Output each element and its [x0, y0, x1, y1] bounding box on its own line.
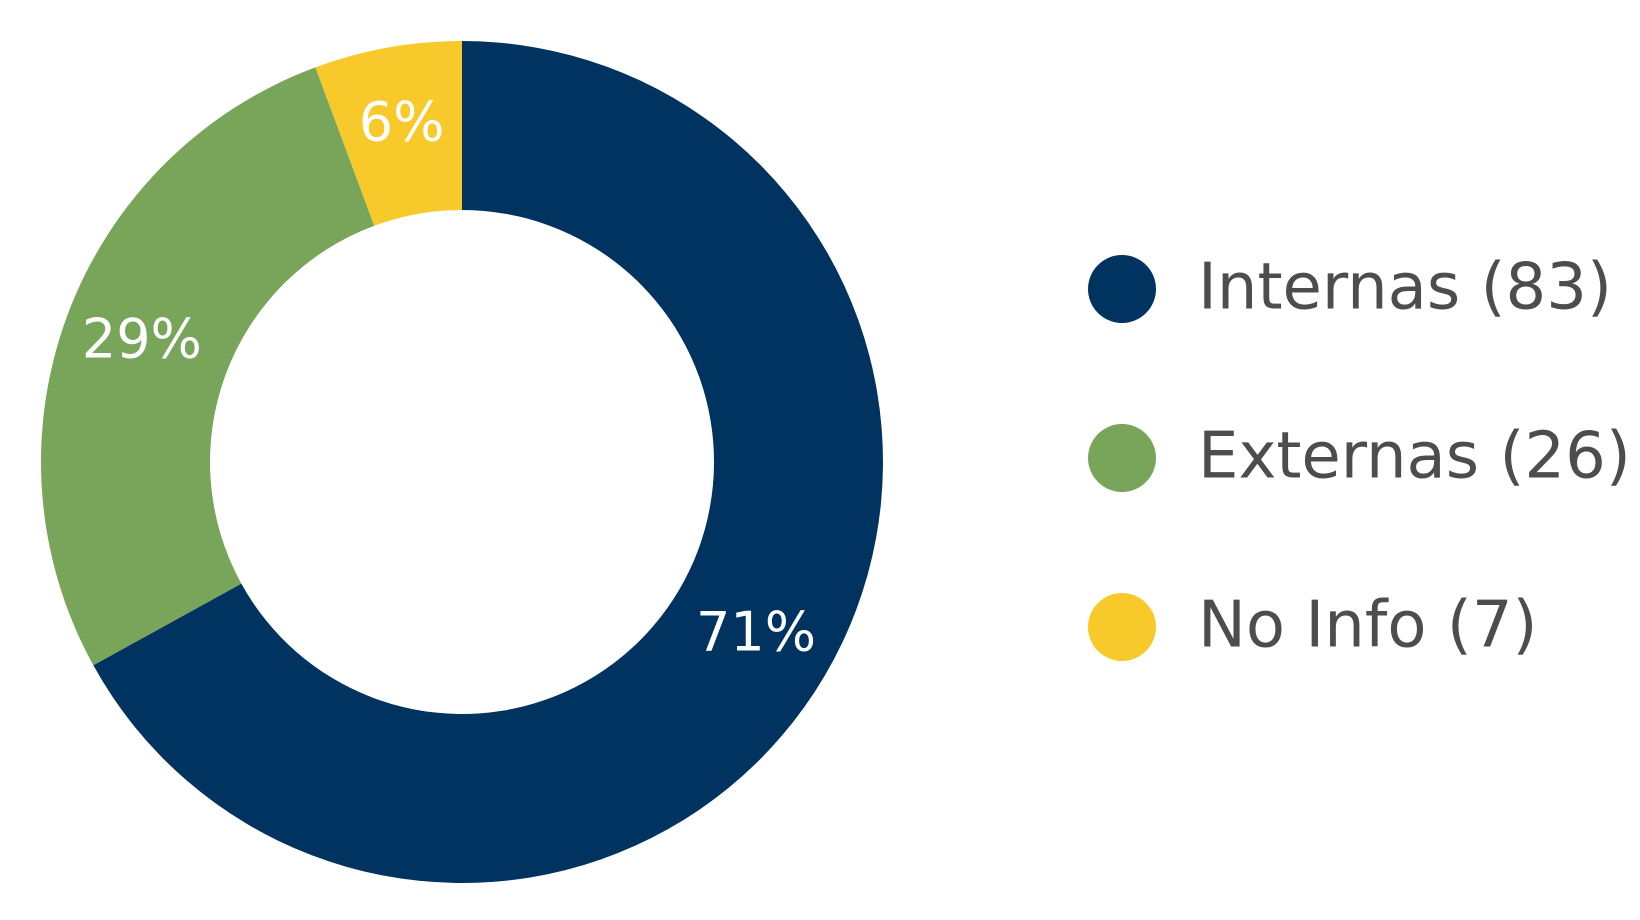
slice-label: 6% [359, 91, 445, 154]
legend-label: Externas (26) [1198, 420, 1631, 494]
slice-label: 71% [696, 600, 816, 663]
legend-marker [1088, 593, 1156, 661]
donut-slice [93, 41, 883, 883]
legend-label: No Info (7) [1198, 589, 1538, 663]
donut-slice [41, 67, 375, 666]
legend-marker [1088, 424, 1156, 492]
slice-label: 29% [82, 308, 202, 371]
legend-label: Internas (83) [1198, 251, 1612, 325]
legend-marker [1088, 255, 1156, 323]
donut-slice [315, 41, 462, 226]
